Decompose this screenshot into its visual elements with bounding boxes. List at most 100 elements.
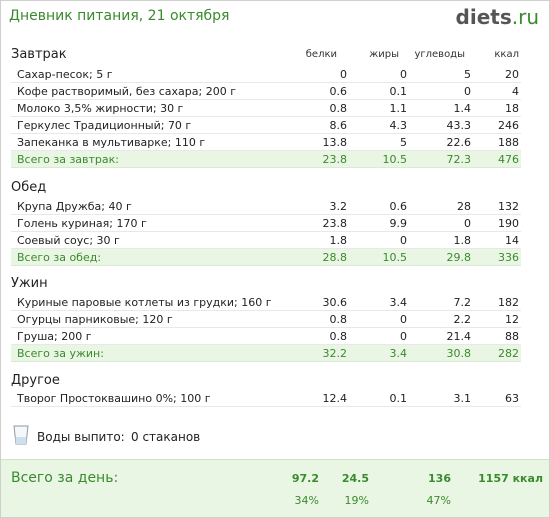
brand-tld: .ru: [511, 5, 539, 29]
item-fat: 9.9: [389, 217, 408, 230]
item-carbs: 1.8: [453, 234, 472, 247]
section-total-row: Всего за ужин: 32.2 3.4 30.8 282: [11, 345, 521, 362]
table-row[interactable]: Куриные паровые котлеты из грудки; 160 г…: [11, 294, 521, 311]
page-title: Дневник питания, 21 октября: [9, 8, 230, 24]
table-row[interactable]: Сахар-песок; 5 г 0 0 5 20: [11, 66, 521, 83]
item-kcal: 132: [498, 200, 519, 213]
brand-name: diets: [455, 5, 512, 29]
table-row[interactable]: Творог Простоквашино 0%; 100 г 12.4 0.1 …: [11, 390, 521, 407]
item-kcal: 12: [505, 313, 519, 326]
item-kcal: 63: [505, 392, 519, 405]
item-name: Крупа Дружба; 40 г: [17, 200, 132, 213]
item-name: Сахар-песок; 5 г: [17, 68, 113, 81]
col-protein: белки: [305, 49, 337, 60]
day-carbs-pct: 47%: [426, 494, 451, 507]
table-row[interactable]: Кофе растворимый, без сахара; 200 г 0.6 …: [11, 83, 521, 100]
item-name: Куриные паровые котлеты из грудки; 160 г: [17, 296, 272, 309]
water-label: Воды выпито:: [37, 430, 125, 444]
item-kcal: 14: [505, 234, 519, 247]
table-row[interactable]: Запеканка в мультиварке; 110 г 13.8 5 22…: [11, 134, 521, 151]
item-carbs: 3.1: [453, 392, 472, 405]
item-name: Творог Простоквашино 0%; 100 г: [17, 392, 211, 405]
day-protein-pct: 34%: [294, 494, 319, 507]
section-title-other: Другое: [11, 373, 60, 388]
item-carbs: 1.4: [453, 102, 472, 115]
item-protein: 0.8: [329, 330, 348, 343]
table-row[interactable]: Огурцы парниковые; 120 г 0.8 0 2.2 12: [11, 311, 521, 328]
item-protein: 8.6: [329, 119, 348, 132]
total-kcal: 282: [498, 347, 519, 360]
item-name: Кофе растворимый, без сахара; 200 г: [17, 85, 236, 98]
item-name: Запеканка в мультиварке; 110 г: [17, 136, 206, 149]
table-row[interactable]: Соевый соус; 30 г 1.8 0 1.8 14: [11, 232, 521, 249]
table-row[interactable]: Груша; 200 г 0.8 0 21.4 88: [11, 328, 521, 345]
item-protein: 13.8: [322, 136, 348, 149]
brand-logo[interactable]: diets.ru: [456, 5, 539, 29]
item-carbs: 28: [457, 200, 471, 213]
item-protein: 12.4: [322, 392, 348, 405]
item-fat: 0: [400, 68, 407, 81]
total-kcal: 336: [498, 251, 519, 264]
total-fat: 10.5: [382, 153, 408, 166]
water-value: 0 стаканов: [131, 430, 201, 444]
item-protein: 1.8: [329, 234, 348, 247]
item-protein: 0.8: [329, 313, 348, 326]
item-carbs: 21.4: [446, 330, 472, 343]
table-row[interactable]: Геркулес Традиционный; 70 г 8.6 4.3 43.3…: [11, 117, 521, 134]
item-kcal: 188: [498, 136, 519, 149]
col-kcal: ккал: [494, 49, 519, 60]
day-fat-pct: 19%: [344, 494, 369, 507]
total-label: Всего за обед:: [17, 251, 102, 264]
day-total-protein: 97.2: [291, 472, 319, 485]
item-fat: 5: [400, 136, 407, 149]
item-fat: 0.6: [389, 200, 408, 213]
item-fat: 1.1: [389, 102, 408, 115]
col-carbs: углеводы: [414, 49, 465, 60]
col-fat: жиры: [369, 49, 399, 60]
item-protein: 0.8: [329, 102, 348, 115]
total-carbs: 30.8: [446, 347, 472, 360]
section-title-breakfast: Завтрак: [11, 47, 67, 62]
table-row[interactable]: Крупа Дружба; 40 г 3.2 0.6 28 132: [11, 198, 521, 215]
total-fat: 3.4: [389, 347, 408, 360]
section-title-dinner: Ужин: [11, 276, 48, 291]
item-protein: 23.8: [322, 217, 348, 230]
item-carbs: 43.3: [446, 119, 472, 132]
item-fat: 0.1: [389, 85, 408, 98]
item-kcal: 190: [498, 217, 519, 230]
item-fat: 4.3: [389, 119, 408, 132]
item-name: Груша; 200 г: [17, 330, 92, 343]
item-fat: 0: [400, 330, 407, 343]
item-fat: 0.1: [389, 392, 408, 405]
total-label: Всего за завтрак:: [17, 153, 120, 166]
section-total-row: Всего за обед: 28.8 10.5 29.8 336: [11, 249, 521, 266]
item-fat: 0: [400, 234, 407, 247]
glass-icon: [13, 425, 29, 445]
item-carbs: 22.6: [446, 136, 472, 149]
total-protein: 32.2: [322, 347, 348, 360]
item-kcal: 18: [505, 102, 519, 115]
header: Дневник питания, 21 октября diets.ru: [1, 1, 549, 33]
item-protein: 3.2: [329, 200, 348, 213]
item-carbs: 0: [464, 217, 471, 230]
item-protein: 0.6: [329, 85, 348, 98]
section-title-lunch: Обед: [11, 180, 47, 195]
table-row[interactable]: Молоко 3,5% жирности; 30 г 0.8 1.1 1.4 1…: [11, 100, 521, 117]
item-fat: 3.4: [389, 296, 408, 309]
item-name: Молоко 3,5% жирности; 30 г: [17, 102, 184, 115]
total-fat: 10.5: [382, 251, 408, 264]
total-label: Всего за ужин:: [17, 347, 104, 360]
item-name: Огурцы парниковые; 120 г: [17, 313, 173, 326]
day-total-box: Всего за день: 97.2 24.5 136 1157 ккал 3…: [1, 459, 549, 517]
item-kcal: 182: [498, 296, 519, 309]
item-carbs: 7.2: [453, 296, 472, 309]
day-total-kcal: 1157 ккал: [478, 472, 543, 485]
item-name: Геркулес Традиционный; 70 г: [17, 119, 192, 132]
item-kcal: 246: [498, 119, 519, 132]
item-kcal: 20: [505, 68, 519, 81]
table-row[interactable]: Голень куриная; 170 г 23.8 9.9 0 190: [11, 215, 521, 232]
item-carbs: 2.2: [453, 313, 472, 326]
item-name: Голень куриная; 170 г: [17, 217, 147, 230]
total-protein: 28.8: [322, 251, 348, 264]
